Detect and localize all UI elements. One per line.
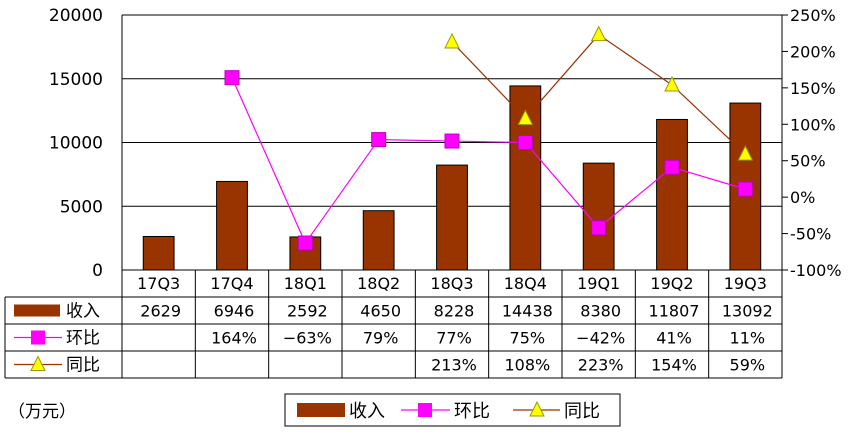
yoy-marker <box>517 109 534 125</box>
category-label: 19Q2 <box>650 274 693 293</box>
right-tick-label: -50% <box>790 225 831 244</box>
table-cell: 13092 <box>722 302 773 321</box>
revenue-bar <box>142 235 175 271</box>
legend-revenue-key <box>297 403 345 417</box>
yoy-marker <box>444 32 460 49</box>
right-tick-label: 200% <box>790 42 836 61</box>
row-key-revenue <box>14 304 60 317</box>
revenue-bar <box>656 118 688 271</box>
table-cell: 75% <box>510 329 546 348</box>
left-tick-label: 20000 <box>49 6 103 26</box>
mom-marker <box>444 133 460 149</box>
legend-yoy-marker <box>529 400 545 417</box>
mom-marker <box>297 235 313 251</box>
right-tick-label: 250% <box>790 6 836 25</box>
category-label: 19Q1 <box>577 274 620 293</box>
mom-marker <box>224 70 240 86</box>
table-cell: 11% <box>730 329 766 348</box>
mom-marker <box>591 220 607 236</box>
category-label: 17Q3 <box>137 274 180 293</box>
mom-marker <box>664 159 680 175</box>
table-cell: 154% <box>651 356 697 375</box>
row-label: 同比 <box>66 356 100 376</box>
table-cell: 2629 <box>140 302 181 321</box>
yoy-marker <box>737 145 754 161</box>
right-tick-label: 50% <box>790 152 826 171</box>
mom-marker <box>517 135 533 150</box>
revenue-bars <box>142 85 762 271</box>
category-label: 19Q3 <box>724 274 767 293</box>
legend: 收入 环比 同比 <box>284 393 621 427</box>
row-label: 环比 <box>66 329 100 349</box>
revenue-bar <box>436 164 468 271</box>
legend-yoy-label: 同比 <box>564 401 600 422</box>
left-tick-label: 10000 <box>49 134 103 154</box>
legend-mom-label: 环比 <box>454 401 490 422</box>
table-cell: 8380 <box>580 302 621 321</box>
category-label: 18Q4 <box>504 274 547 293</box>
table-cell: −42% <box>576 329 625 348</box>
mom-line <box>231 77 746 245</box>
table-cell: 59% <box>730 356 766 375</box>
row-key-marker <box>30 355 46 371</box>
right-tick-label: -100% <box>790 261 842 280</box>
left-tick-label: 5000 <box>60 197 103 217</box>
right-tick-label: 150% <box>790 79 836 98</box>
data-table: 17Q3 17Q4 18Q1 18Q2 18Q3 18Q4 19Q1 19Q2 19Q3 收入 26… <box>4 269 783 379</box>
yoy-marker <box>664 75 680 92</box>
table-cell: 108% <box>504 356 550 375</box>
revenue-bar <box>582 162 615 271</box>
left-tick-label: 0 <box>92 261 103 281</box>
right-tick-label: 100% <box>790 115 836 134</box>
table-cell: 14438 <box>502 302 553 321</box>
legend-mom-marker <box>418 403 432 417</box>
category-label: 18Q3 <box>430 274 473 293</box>
mom-marker <box>371 132 387 148</box>
table-cell: 2592 <box>287 302 328 321</box>
table-cell: 6946 <box>214 302 255 321</box>
table-cell: 77% <box>436 329 472 348</box>
table-cell: 4650 <box>360 302 401 321</box>
table-cell: 41% <box>656 329 692 348</box>
revenue-bar <box>216 180 248 271</box>
legend-revenue-label: 收入 <box>349 401 385 422</box>
line-series <box>224 25 754 251</box>
table-cell: −63% <box>283 329 332 348</box>
unit-note: （万元） <box>8 402 76 422</box>
row-key-marker <box>31 330 45 345</box>
category-label: 17Q4 <box>210 274 253 293</box>
table-cell: 11807 <box>649 302 700 321</box>
left-tick-label: 15000 <box>49 70 103 90</box>
table-cell: 223% <box>578 356 624 375</box>
right-tick-label: 0% <box>790 188 815 207</box>
revenue-bar <box>362 210 395 271</box>
table-cell: 164% <box>211 329 257 348</box>
category-label: 18Q1 <box>284 274 327 293</box>
axes: 20000 15000 10000 5000 0 250% 200% 150% 100% 50% 0… <box>49 6 842 281</box>
row-label: 收入 <box>66 302 100 322</box>
yoy-line <box>451 33 746 155</box>
mom-marker <box>737 181 753 197</box>
table-cell: 213% <box>431 356 477 375</box>
category-label: 18Q2 <box>357 274 400 293</box>
table-cell: 79% <box>363 329 399 348</box>
table-cell: 8228 <box>434 302 475 321</box>
yoy-marker <box>590 25 607 42</box>
